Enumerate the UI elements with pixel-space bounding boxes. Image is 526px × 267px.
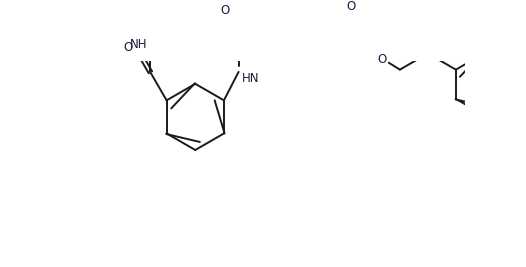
- Text: NH: NH: [130, 38, 148, 51]
- Text: O: O: [124, 41, 133, 53]
- Text: O: O: [220, 4, 230, 17]
- Text: O: O: [346, 0, 355, 13]
- Text: O: O: [377, 53, 387, 66]
- Text: HN: HN: [242, 72, 260, 85]
